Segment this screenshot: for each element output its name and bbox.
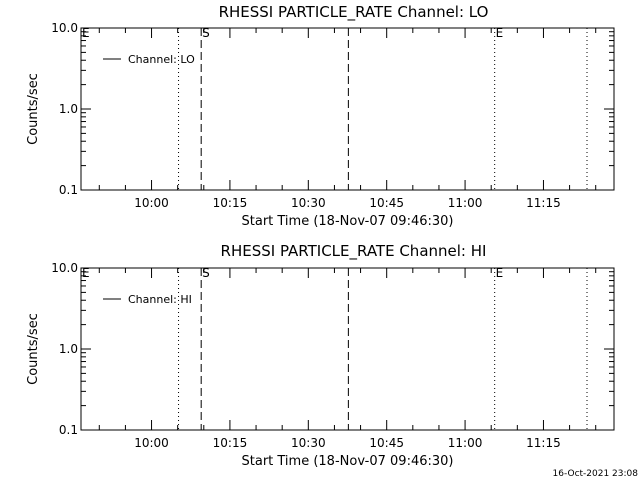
- y-tick-label: 1.0: [59, 342, 78, 356]
- y-tick-label: 1.0: [59, 102, 78, 116]
- event-marker-label: S: [202, 26, 210, 40]
- x-tick-label: 10:30: [291, 436, 326, 450]
- x-tick-label: 10:45: [369, 436, 404, 450]
- y-tick-label: 0.1: [59, 423, 78, 437]
- x-axis-label: Start Time (18-Nov-07 09:46:30): [242, 214, 454, 229]
- x-tick-label: 10:15: [213, 196, 248, 210]
- x-tick-label: 11:15: [526, 196, 561, 210]
- x-tick-label: 10:00: [134, 196, 169, 210]
- chart-title: RHESSI PARTICLE_RATE Channel: LO: [219, 3, 489, 22]
- legend-label: Channel: LO: [128, 53, 195, 66]
- x-tick-label: 11:15: [526, 436, 561, 450]
- y-axis-label: Counts/sec: [26, 73, 41, 145]
- event-marker-label: S: [202, 266, 210, 280]
- x-tick-label: 10:45: [369, 196, 404, 210]
- y-tick-label: 0.1: [59, 183, 78, 197]
- chart-title: RHESSI PARTICLE_RATE Channel: HI: [221, 242, 487, 261]
- y-tick-label: 10.0: [51, 261, 78, 275]
- legend-label: Channel: HI: [128, 293, 192, 306]
- event-marker-label: E: [496, 26, 504, 40]
- x-tick-label: 11:00: [448, 436, 483, 450]
- event-marker-label: E: [82, 26, 90, 40]
- x-tick-label: 11:00: [448, 196, 483, 210]
- x-tick-label: 10:15: [213, 436, 248, 450]
- x-tick-label: 10:30: [291, 196, 326, 210]
- y-axis-label: Counts/sec: [26, 313, 41, 385]
- event-marker-label: E: [496, 266, 504, 280]
- event-marker-label: E: [82, 266, 90, 280]
- footer-timestamp: 16-Oct-2021 23:08: [553, 469, 639, 479]
- y-tick-label: 10.0: [51, 21, 78, 35]
- x-tick-label: 10:00: [134, 436, 169, 450]
- x-axis-label: Start Time (18-Nov-07 09:46:30): [242, 454, 454, 469]
